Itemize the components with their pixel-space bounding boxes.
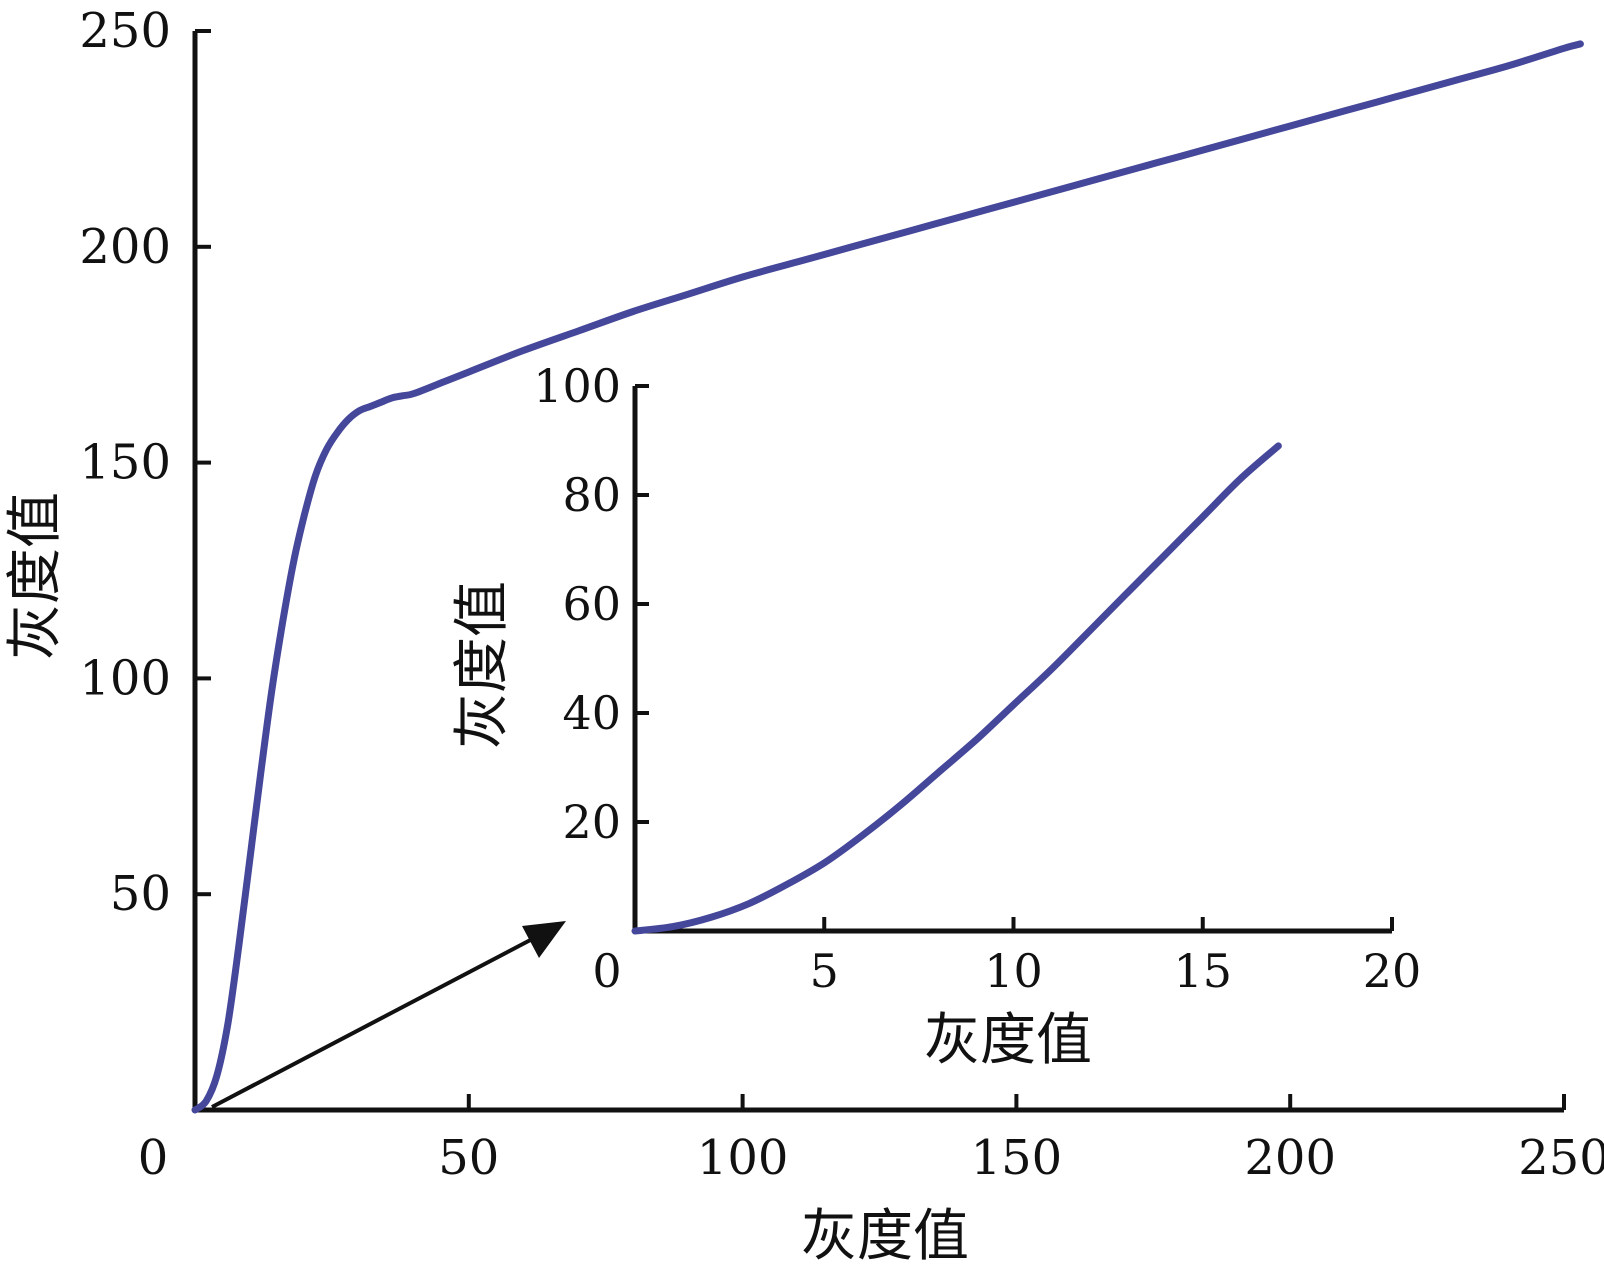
inset-x-tick-label: 5 <box>810 944 839 998</box>
main-x-axis-title: 灰度值 <box>801 1204 969 1269</box>
inset-y-tick-label: 80 <box>562 468 621 522</box>
inset-x-tick-label: 10 <box>984 944 1043 998</box>
main-y-tick-label: 200 <box>79 219 171 275</box>
main-x-tick-label: 100 <box>697 1130 789 1186</box>
inset-y-axis-title: 灰度值 <box>450 581 515 749</box>
inset-series-line <box>631 442 1282 935</box>
inset-y-tick-label: 40 <box>562 686 621 740</box>
main-x-tick-label: 50 <box>438 1130 499 1186</box>
inset-y-tick-label: 100 <box>533 359 621 413</box>
main-x-tick-label: 250 <box>1518 1130 1604 1186</box>
main-x-tick-label: 0 <box>138 1130 169 1186</box>
zoom-arrow-line <box>211 934 539 1109</box>
zoom-arrow <box>211 921 566 1109</box>
zoom-arrow-head <box>522 921 566 958</box>
inset-x-tick-label: 0 <box>592 944 621 998</box>
inset-x-axis-title: 灰度值 <box>924 1008 1092 1073</box>
main-series-line <box>191 40 1584 1114</box>
inset-y-tick-label: 20 <box>562 795 621 849</box>
inset-x-tick-label: 20 <box>1363 944 1422 998</box>
main-y-tick-label: 250 <box>79 3 171 59</box>
inset-x-tick-label: 15 <box>1173 944 1232 998</box>
main-y-axis-title: 灰度值 <box>3 492 68 660</box>
main-y-tick-label: 50 <box>110 866 171 922</box>
main-y-tick-label: 100 <box>79 650 171 706</box>
main-x-tick-label: 200 <box>1244 1130 1336 1186</box>
inset-plot: 0 5 10 15 20 20 40 60 80 100 <box>533 359 1421 998</box>
main-y-tick-label: 150 <box>79 435 171 491</box>
main-x-tick-label: 150 <box>971 1130 1063 1186</box>
inset-y-tick-label: 60 <box>562 577 621 631</box>
